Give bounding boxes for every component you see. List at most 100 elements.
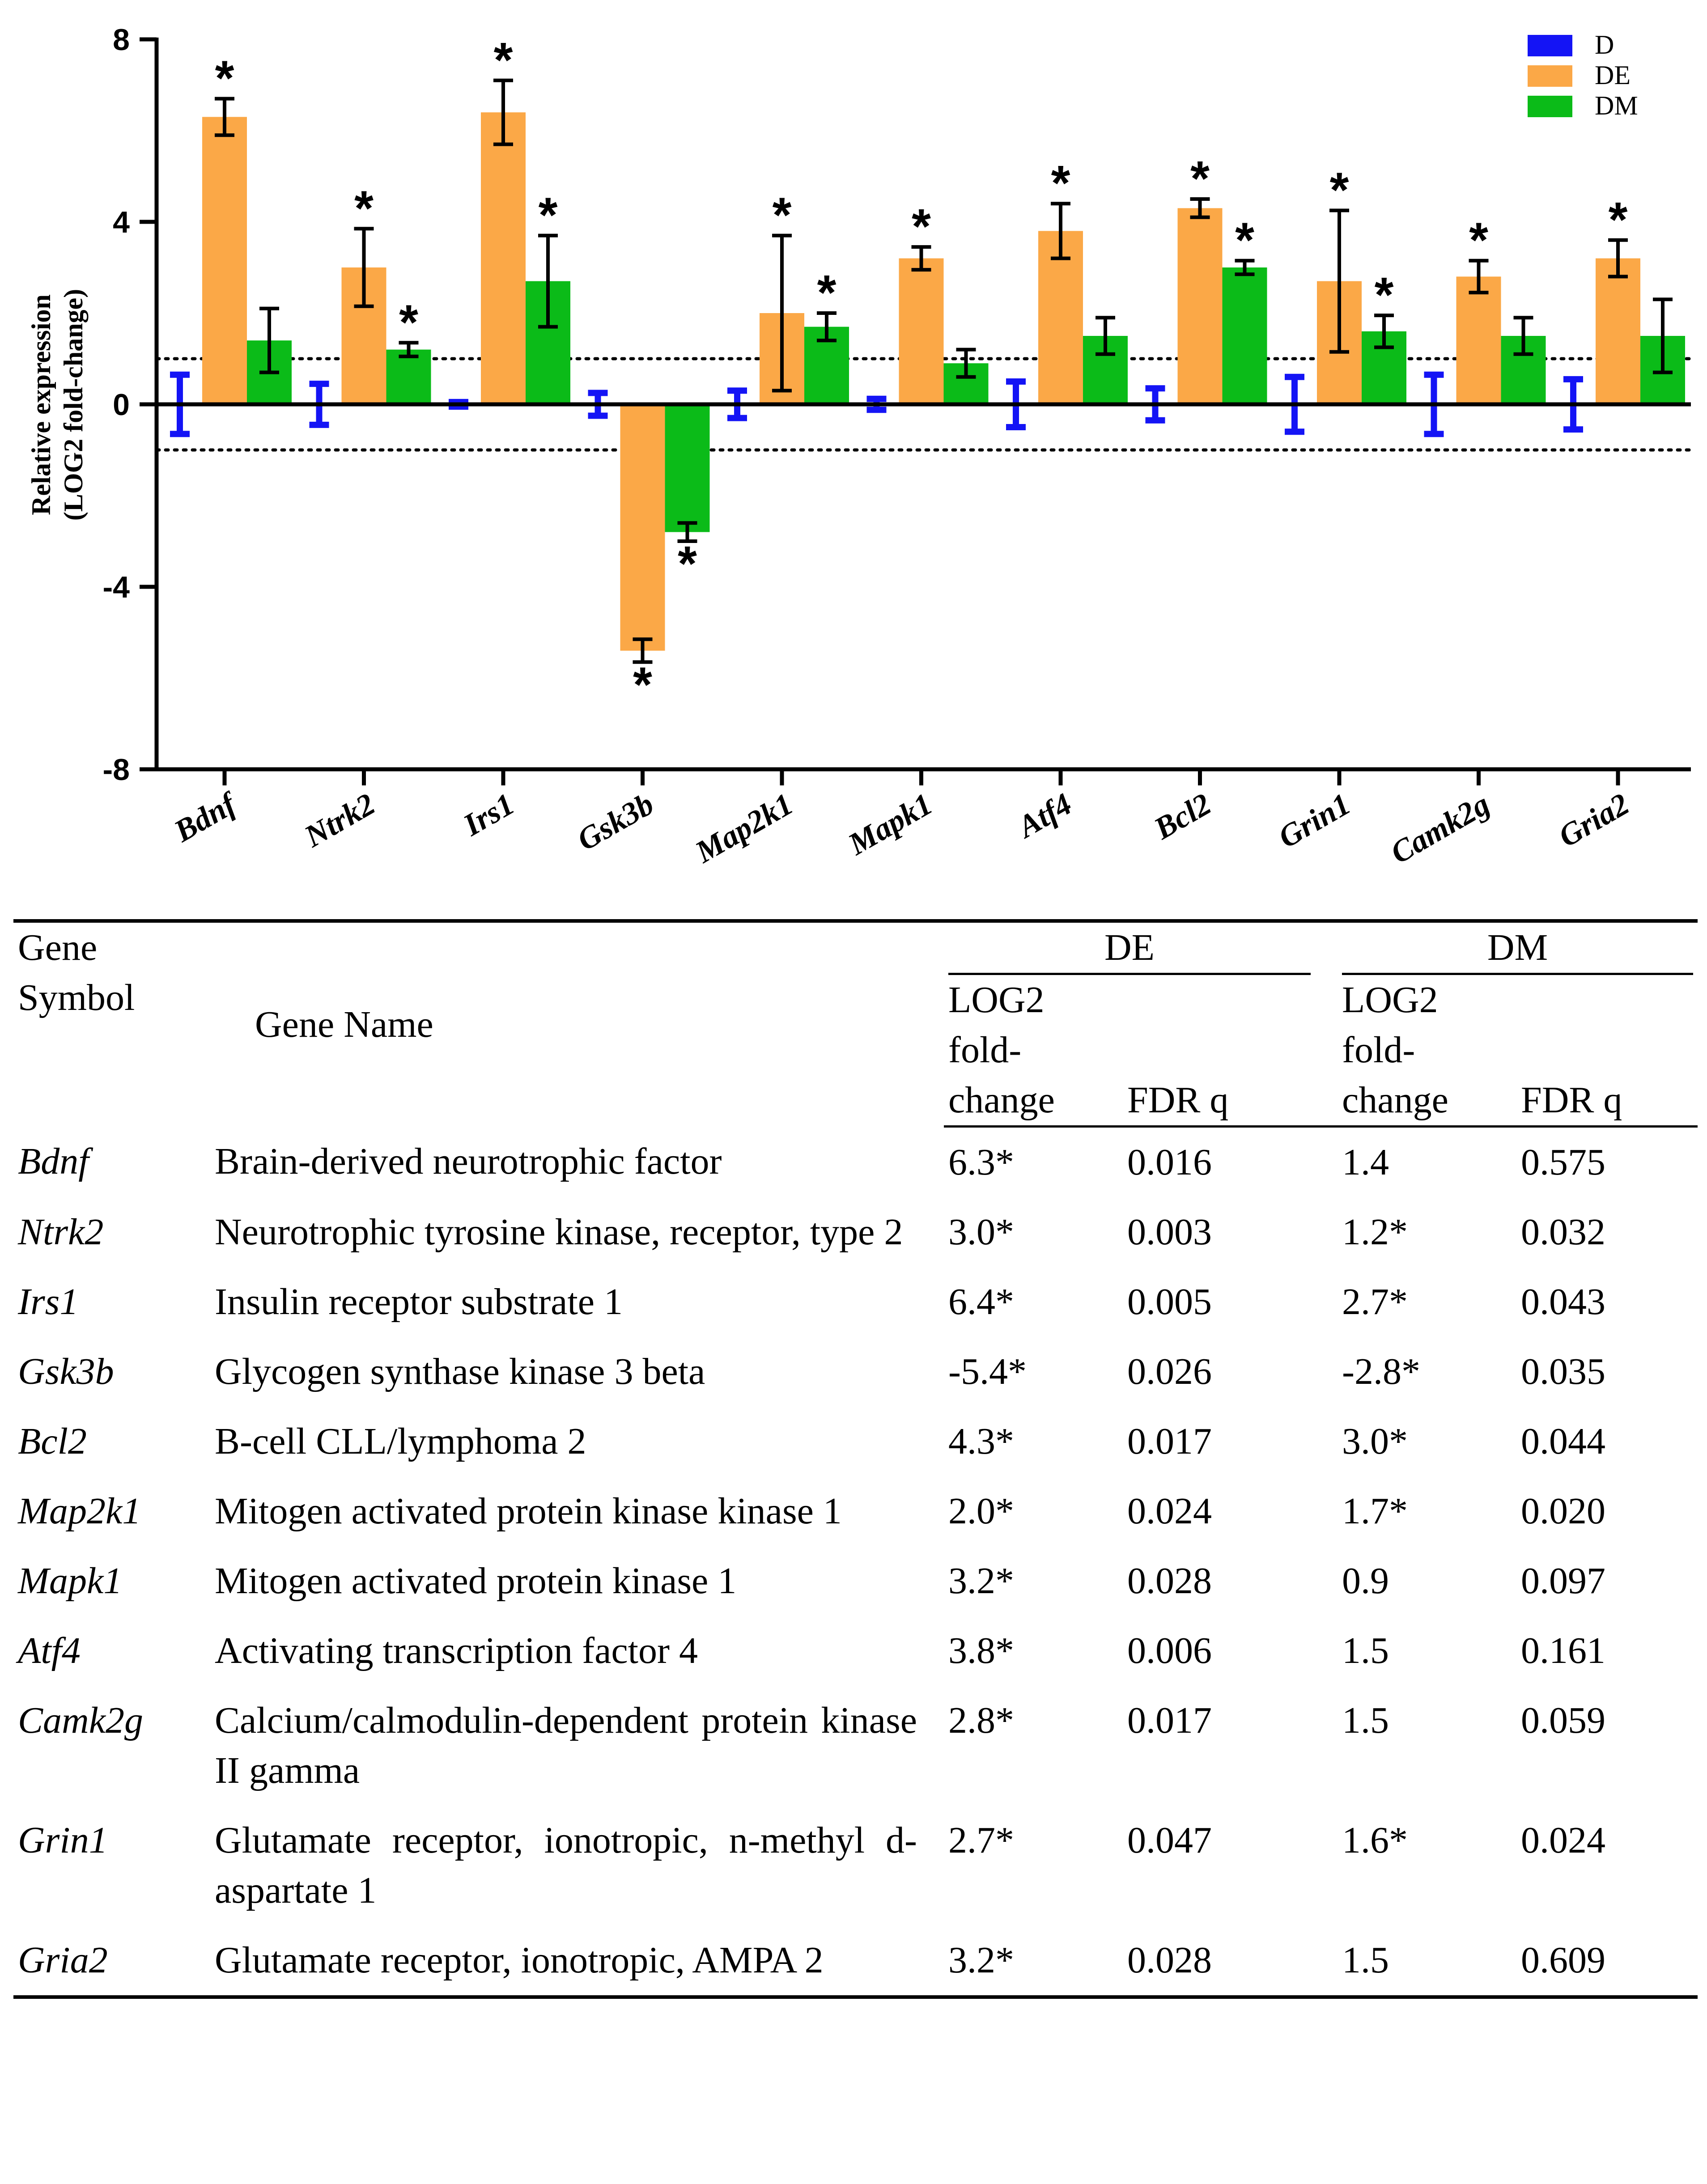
legend-label-DE: DE	[1595, 60, 1631, 90]
cell-dm-fc: 1.7*	[1342, 1490, 1408, 1532]
table-row: Irs1 Insulin receptor substrate 1 6.4* 0…	[13, 1267, 1698, 1337]
legend-label-D: D	[1595, 30, 1614, 59]
header-group-de-label: DE	[948, 923, 1311, 975]
table-row: Mapk1 Mitogen activated protein kinase 1…	[13, 1546, 1698, 1616]
cell-symbol: Atf4	[18, 1630, 81, 1671]
cell-name: Glutamate receptor, ionotropic, n-methyl…	[215, 1819, 917, 1911]
cell-dm-fdr: 0.575	[1521, 1141, 1606, 1183]
y-axis-title: Relative expression	[26, 294, 56, 515]
significance-star: *	[1609, 192, 1628, 247]
table-row: Ntrk2 Neurotrophic tyrosine kinase, rece…	[13, 1197, 1698, 1267]
bar-DM-Ntrk2	[386, 349, 431, 404]
cell-dm-fdr: 0.609	[1516, 1925, 1698, 1999]
y-tick-label: 0	[113, 388, 130, 422]
header-dm-fdr: FDR q	[1516, 975, 1698, 1128]
bar-DE-Gsk3b	[620, 404, 665, 651]
table-row: Map2k1 Mitogen activated protein kinase …	[13, 1476, 1698, 1546]
header-group-dm: DM	[1338, 919, 1698, 975]
cell-de-fc: 6.3*	[948, 1141, 1014, 1183]
cell-de-fc: -5.4*	[948, 1351, 1027, 1392]
cell-symbol: Bdnf	[18, 1140, 89, 1182]
x-category-label: Gsk3b	[572, 787, 660, 857]
significance-star: *	[494, 33, 513, 88]
legend-swatch-DE	[1528, 65, 1572, 87]
y-tick-label: -8	[103, 753, 130, 787]
header-gene-symbol-line2: Symbol	[18, 977, 135, 1018]
significance-star: *	[1375, 267, 1394, 322]
x-category-label: Bcl2	[1148, 787, 1217, 846]
header-dm-log2-line3: change	[1342, 1079, 1448, 1121]
cell-dm-fc: 1.5	[1342, 1700, 1389, 1741]
significance-star: *	[399, 295, 418, 350]
legend-label-DM: DM	[1595, 91, 1638, 120]
cell-symbol: Map2k1	[18, 1490, 141, 1532]
bar-DE-Camk2g	[1456, 276, 1501, 404]
cell-dm-fdr: 0.035	[1521, 1351, 1606, 1392]
bar-DE-Irs1	[481, 112, 526, 404]
cell-de-fdr: 0.003	[1127, 1211, 1212, 1253]
cell-symbol: Grin1	[18, 1819, 108, 1861]
significance-star: *	[1469, 213, 1488, 268]
bar-DE-Gria2	[1596, 258, 1640, 404]
cell-name: Glutamate receptor, ionotropic, AMPA 2	[210, 1925, 944, 1999]
significance-star: *	[215, 51, 234, 106]
header-de-log2-line2: fold-	[948, 1029, 1022, 1071]
x-category-label: Ntrk2	[298, 787, 381, 854]
bar-DE-Bcl2	[1177, 208, 1223, 404]
table-row: Atf4 Activating transcription factor 4 3…	[13, 1616, 1698, 1686]
cell-dm-fdr: 0.044	[1521, 1421, 1606, 1462]
header-dm-log2: LOG2 fold- change	[1338, 975, 1517, 1128]
x-category-label: Atf4	[1011, 787, 1078, 845]
legend-swatch-DM	[1528, 96, 1572, 117]
cell-dm-fc: 1.5	[1342, 1630, 1389, 1671]
cell-dm-fdr: 0.161	[1521, 1630, 1606, 1671]
cell-de-fdr: 0.005	[1127, 1281, 1212, 1323]
significance-star: *	[678, 536, 697, 591]
header-de-log2-line3: change	[948, 1079, 1055, 1121]
cell-de-fdr: 0.006	[1127, 1630, 1212, 1671]
table-row: Bdnf Brain-derived neurotrophic factor 6…	[13, 1127, 1698, 1198]
header-de-log2-line1: LOG2	[948, 979, 1045, 1021]
significance-star: *	[1190, 151, 1210, 206]
bar-DE-Mapk1	[899, 258, 944, 404]
cell-name: Insulin receptor substrate 1	[215, 1281, 623, 1323]
cell-name: Neurotrophic tyrosine kinase, receptor, …	[215, 1211, 903, 1253]
cell-de-fdr: 0.047	[1127, 1819, 1212, 1861]
header-gene-name: Gene Name	[210, 919, 944, 1127]
cell-name: Glycogen synthase kinase 3 beta	[215, 1351, 705, 1392]
cell-dm-fc: 1.6*	[1342, 1819, 1408, 1861]
cell-de-fc: 2.7*	[948, 1819, 1014, 1861]
cell-dm-fdr: 0.043	[1521, 1281, 1606, 1323]
header-dm-log2-line2: fold-	[1342, 1029, 1415, 1071]
bar-DM-Bcl2	[1222, 267, 1267, 404]
cell-name: Mitogen activated protein kinase 1	[215, 1560, 737, 1602]
cell-symbol: Camk2g	[18, 1700, 143, 1741]
significance-star: *	[912, 199, 931, 254]
significance-star: *	[354, 181, 374, 236]
significance-star: *	[1235, 213, 1254, 268]
cell-de-fc: 3.2*	[944, 1925, 1123, 1999]
cell-dm-fc: -2.8*	[1342, 1351, 1420, 1392]
gene-expression-table: Gene Symbol Gene Name DE DM LOG2 fold- c…	[13, 919, 1698, 1999]
significance-star: *	[633, 657, 652, 712]
cell-de-fc: 3.2*	[948, 1560, 1014, 1602]
cell-dm-fdr: 0.032	[1521, 1211, 1606, 1253]
bar-chart-svg: * * * * * * * * * * * * * * * * * 8 4 0 -4 -8 Relative express…	[26, 23, 1693, 870]
cell-dm-fdr: 0.059	[1521, 1700, 1606, 1741]
bar-DM-Gsk3b	[665, 404, 710, 532]
cell-name: Brain-derived neurotrophic factor	[215, 1140, 722, 1182]
cell-dm-fdr: 0.024	[1521, 1819, 1606, 1861]
x-category-label: Irs1	[458, 787, 520, 843]
cell-de-fc: 2.0*	[948, 1490, 1014, 1532]
significance-star: *	[817, 265, 837, 320]
y-axis-title: (LOG2 fold-change)	[59, 289, 88, 521]
header-de-log2: LOG2 fold- change	[944, 975, 1123, 1128]
cell-de-fdr: 0.017	[1127, 1421, 1212, 1462]
cell-symbol: Mapk1	[18, 1560, 123, 1602]
bar-DE-Bdnf	[202, 117, 247, 404]
cell-dm-fdr: 0.020	[1521, 1490, 1606, 1532]
x-category-label: Map2k1	[689, 787, 799, 870]
legend-swatch-D	[1528, 35, 1572, 56]
cell-dm-fdr: 0.097	[1521, 1560, 1606, 1602]
y-tick-label: 4	[113, 205, 130, 239]
